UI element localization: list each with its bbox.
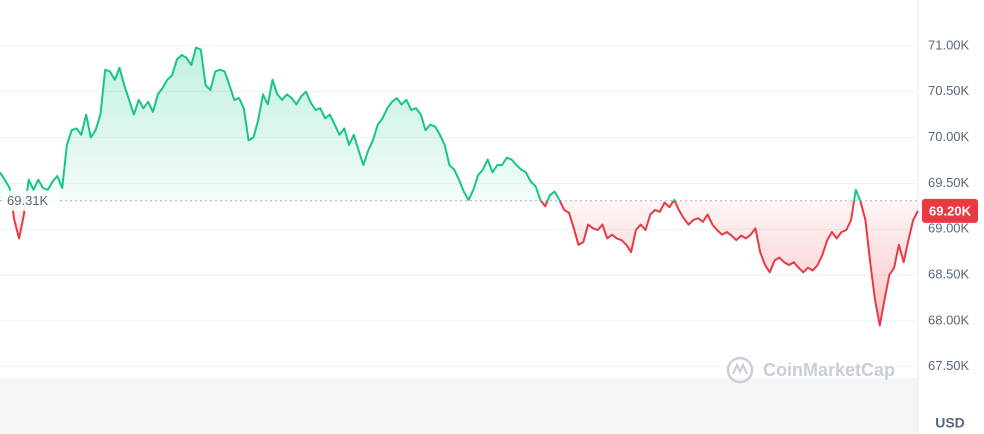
price-line — [0, 46, 919, 327]
marks — [0, 46, 919, 327]
y-tick-label: 70.00K — [928, 129, 970, 144]
watermark-text: CoinMarketCap — [763, 360, 895, 380]
last-price-bg — [922, 198, 978, 223]
y-tick-label: 71.00K — [928, 37, 970, 52]
watermark: CoinMarketCap — [726, 356, 895, 384]
price-area — [0, 47, 918, 326]
watermark-logo-mark — [732, 362, 748, 375]
last-price-label: 69.20K — [929, 203, 972, 218]
y-tick-label: 67.50K — [928, 358, 970, 373]
y-tick-label: 68.00K — [928, 312, 970, 327]
volume-band — [0, 378, 918, 434]
baseline-label-bg — [3, 190, 59, 211]
y-tick-label: 69.50K — [928, 175, 970, 190]
y-tick-label: 68.50K — [928, 266, 970, 281]
watermark-logo — [726, 356, 754, 384]
currency-label: USD — [935, 415, 965, 431]
baseline-label: 69.31K — [7, 193, 49, 208]
y-tick-label: 69.00K — [928, 221, 970, 236]
y-tick-label: 70.50K — [928, 83, 970, 98]
